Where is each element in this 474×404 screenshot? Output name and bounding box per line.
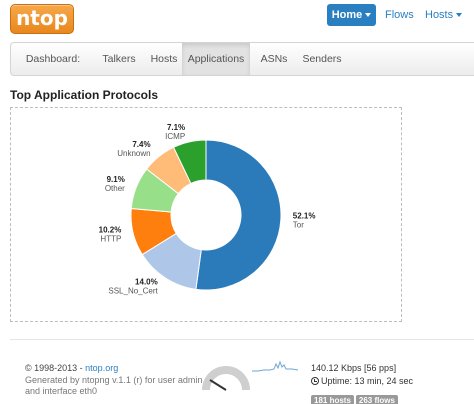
flows-count-badge[interactable]: 263 flows [355,395,398,404]
copyright-text: © 1998-2013 - [25,363,86,373]
slice-percent-label: 9.1% [107,175,125,184]
tab-applications[interactable]: Applications [182,43,250,75]
pie-slice-icmp[interactable] [172,139,207,185]
tab-dashboard: Dashboard: [25,53,81,65]
throughput-sparkline [252,360,298,372]
flows-link[interactable]: Flows [385,9,414,21]
slice-percent-label: 7.1% [167,123,185,132]
application-protocols-chart: 52.1% Tor 14.0% SSL_No_Cert 10.2% HTTP 9.1% Oth… [10,107,402,322]
slice-percent-label: 14.0% [135,277,158,286]
tab-senders[interactable]: Senders [302,53,342,65]
hosts-count-badge[interactable]: 181 hosts [311,395,354,404]
slice-percent-label: 10.2% [99,226,122,235]
slice-percent-label: 52.1% [293,212,316,221]
hosts-menu[interactable]: Hosts [425,4,463,26]
slice-name-label: SSL_No_Cert [108,286,158,295]
donut-chart-svg: 52.1%Tor 14.0%SSL_No_Cert 10.2%HTTP 9.1%Oth… [99,123,316,295]
ntop-logo[interactable]: ntop [10,4,74,34]
tab-asns[interactable]: ASNs [260,53,288,65]
throughput-value: 140.12 Kbps [56 pps] [311,363,397,373]
slice-name-label: Other [105,184,125,193]
tab-hosts[interactable]: Hosts [150,53,178,65]
uptime-text: Uptime: 13 min, 24 sec [321,376,414,386]
hosts-label: Hosts [425,9,454,21]
footer-divider [10,339,474,340]
home-label: Home [331,9,363,21]
copyright: © 1998-2013 - ntop.org [25,363,118,373]
chevron-down-icon [365,13,372,18]
home-menu-button[interactable]: Home [327,4,376,26]
dashboard-tabbar: Dashboard: Talkers Hosts Applications AS… [10,42,474,76]
slice-percent-label: 7.4% [132,140,150,149]
slice-name-label: ICMP [165,132,185,141]
clock-icon [311,377,319,385]
top-navbar: ntop Home Flows Hosts [0,0,474,38]
stats-badges: 181 hosts 263 flows [311,390,400,404]
pie-slice-tor[interactable] [195,139,282,291]
ntop-org-link[interactable]: ntop.org [85,363,119,373]
slice-name-label: HTTP [100,235,121,244]
slice-name-label: Unknown [117,149,150,158]
slice-name-label: Tor [293,221,304,230]
tab-talkers[interactable]: Talkers [102,53,136,65]
uptime: Uptime: 13 min, 24 sec [311,376,413,386]
chevron-down-icon [456,13,463,18]
generated-by-text: Generated by ntopng v.1.1 (r) for user a… [25,375,203,396]
throughput-gauge-icon [202,366,250,391]
section-title: Top Application Protocols [10,88,158,102]
